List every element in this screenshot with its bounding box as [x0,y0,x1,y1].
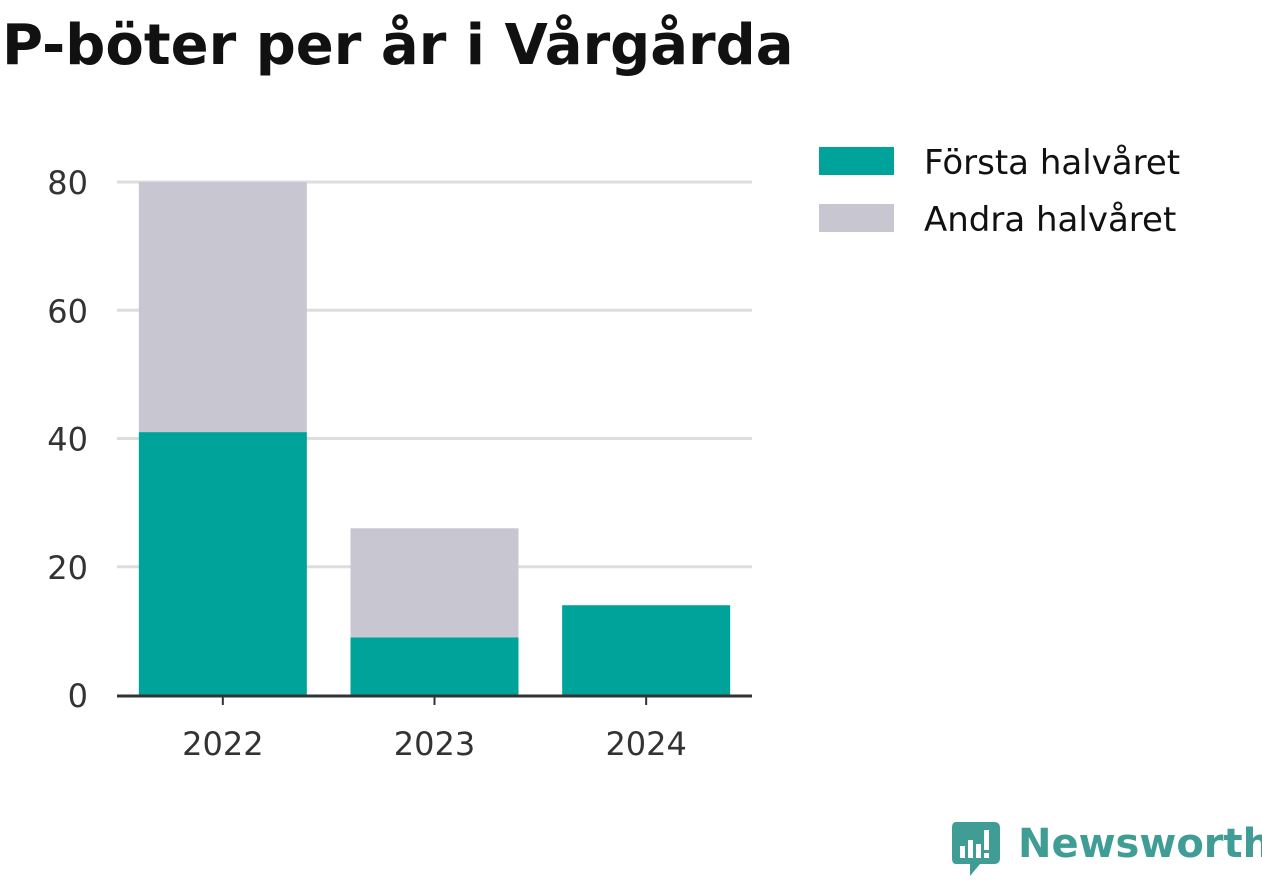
legend: Första halvåret Andra halvåret [819,143,1180,240]
bar-2023-series-0 [350,637,519,695]
x-tick-label: 2024 [605,725,686,763]
bar-2022-series-0 [138,432,307,695]
y-tick-label: 80 [47,164,88,202]
x-tick-label: 2022 [182,725,263,763]
bars [138,182,731,695]
legend-swatch-1 [819,204,894,232]
y-tick-label: 0 [68,677,88,715]
legend-label-0: Första halvåret [924,143,1180,183]
x-tick-label: 2023 [394,725,475,763]
brand-logo: Newsworthy [950,818,1262,880]
bar-2023-series-1 [350,528,519,638]
bar-2022-series-1 [138,182,307,433]
bar-2024-series-0 [562,605,731,695]
newsworthy-logo-icon [952,822,1000,876]
y-tick-label: 60 [47,292,88,330]
chart-title: P-böter per år i Vårgårda [2,13,794,78]
y-tick-label: 20 [47,549,88,587]
legend-swatch-0 [819,147,894,175]
brand-name: Newsworthy [1018,821,1262,867]
axes: 0 20 40 60 80 2022 2023 2024 [47,164,752,763]
y-tick-label: 40 [47,421,88,459]
legend-label-1: Andra halvåret [924,200,1176,240]
